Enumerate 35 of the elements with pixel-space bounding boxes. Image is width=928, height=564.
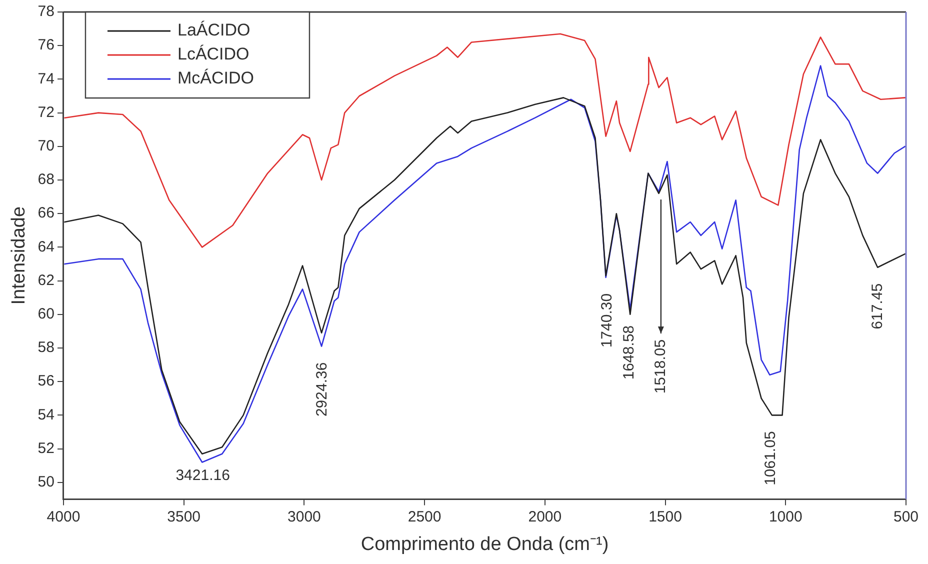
x-tick-label: 500 xyxy=(893,508,919,526)
legend-label: LaÁCIDO xyxy=(177,20,250,40)
x-tick-label: 4000 xyxy=(46,508,80,526)
annotation: 3421.16 xyxy=(176,466,230,484)
y-tick-label: 62 xyxy=(38,272,54,289)
annotation: 1740.30 xyxy=(598,293,616,348)
x-tick-label: 3500 xyxy=(167,508,201,526)
y-tick-label: 74 xyxy=(38,70,54,88)
y-tick-label: 56 xyxy=(38,372,54,390)
y-tick-label: 64 xyxy=(38,238,54,256)
y-tick-label: 78 xyxy=(38,3,54,20)
y-tick-label: 70 xyxy=(38,138,54,155)
x-tick-label: 1500 xyxy=(648,508,682,526)
y-axis-title: Intensidade xyxy=(8,206,30,305)
x-tick-label: 2000 xyxy=(528,508,562,526)
annotation: 617.45 xyxy=(868,283,886,330)
annotation: 1648.58 xyxy=(620,325,638,380)
y-tick-label: 72 xyxy=(38,104,54,121)
y-tick-label: 66 xyxy=(38,204,54,222)
y-tick-label: 60 xyxy=(38,306,54,323)
x-tick-label: 3000 xyxy=(288,508,321,526)
legend-label: LcÁCIDO xyxy=(177,44,250,64)
legend-label: McÁCIDO xyxy=(177,68,254,88)
x-tick-label: 1000 xyxy=(768,508,802,526)
annotation: 1061.05 xyxy=(762,431,780,486)
y-tick-label: 68 xyxy=(38,171,54,188)
y-tick-label: 50 xyxy=(38,474,54,491)
annotation: 2924.36 xyxy=(314,362,331,417)
x-axis-title: Comprimento de Onda (cm⁻¹) xyxy=(360,534,609,555)
y-tick-label: 54 xyxy=(38,406,54,424)
y-tick-label: 58 xyxy=(38,339,54,356)
x-tick-label: 2500 xyxy=(408,508,442,526)
annotation: 1518.05 xyxy=(652,339,670,394)
y-tick-label: 76 xyxy=(38,36,54,54)
y-tick-label: 52 xyxy=(38,440,54,457)
